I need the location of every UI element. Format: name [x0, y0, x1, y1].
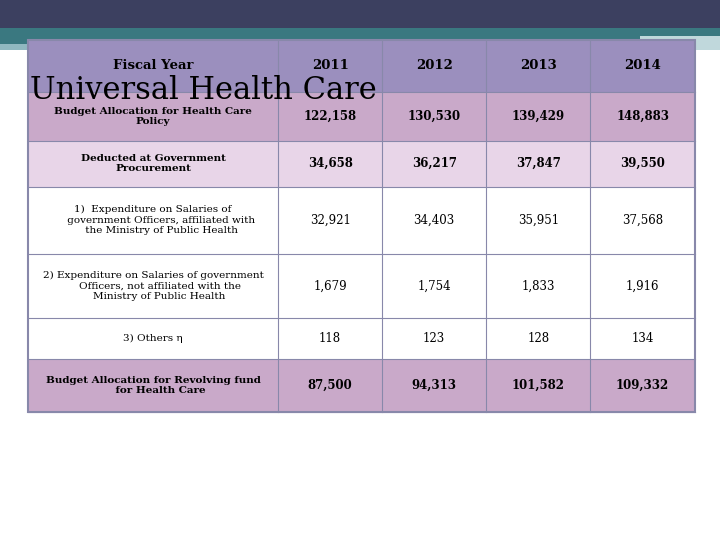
- Text: 1,679: 1,679: [313, 280, 347, 293]
- Text: 2013: 2013: [520, 59, 557, 72]
- Text: 1,833: 1,833: [521, 280, 555, 293]
- Text: Fiscal Year: Fiscal Year: [113, 59, 193, 72]
- Text: 122,158: 122,158: [304, 110, 356, 123]
- Bar: [28, 40, 695, 412]
- Bar: [28, 92, 695, 140]
- Bar: [0, 0, 720, 28]
- Bar: [28, 254, 695, 319]
- Text: Budget Allocation for Revolving fund
    for Health Care: Budget Allocation for Revolving fund for…: [45, 376, 261, 395]
- Text: 123: 123: [423, 332, 446, 345]
- Text: 34,658: 34,658: [307, 157, 353, 170]
- Text: 35,951: 35,951: [518, 214, 559, 227]
- Bar: [0, 44, 720, 50]
- Text: 2011: 2011: [312, 59, 348, 72]
- Text: 148,883: 148,883: [616, 110, 669, 123]
- Text: 1,754: 1,754: [418, 280, 451, 293]
- Bar: [28, 40, 695, 92]
- Bar: [28, 187, 695, 254]
- Text: 139,429: 139,429: [512, 110, 564, 123]
- Text: 109,332: 109,332: [616, 379, 670, 392]
- Text: 130,530: 130,530: [408, 110, 461, 123]
- Text: 2012: 2012: [415, 59, 453, 72]
- Text: 37,568: 37,568: [622, 214, 663, 227]
- Text: 128: 128: [527, 332, 549, 345]
- Text: 134: 134: [631, 332, 654, 345]
- Bar: [0, 28, 720, 44]
- Text: 3) Others η: 3) Others η: [123, 334, 183, 343]
- Bar: [640, 36, 720, 50]
- Text: 94,313: 94,313: [412, 379, 456, 392]
- Text: 2) Expenditure on Salaries of government
    Officers, not affiliated with the
 : 2) Expenditure on Salaries of government…: [42, 271, 264, 301]
- Text: 1)  Expenditure on Salaries of
     government Officers, affiliated with
     th: 1) Expenditure on Salaries of government…: [51, 205, 255, 235]
- Text: 118: 118: [319, 332, 341, 345]
- Text: Budget Allocation for Health Care
Policy: Budget Allocation for Health Care Policy: [54, 106, 252, 126]
- Bar: [28, 359, 695, 412]
- Text: 36,217: 36,217: [412, 157, 456, 170]
- Text: 101,582: 101,582: [512, 379, 564, 392]
- Text: 1,916: 1,916: [626, 280, 660, 293]
- Bar: [420, 40, 620, 42]
- Bar: [28, 319, 695, 359]
- Text: 2014: 2014: [624, 59, 661, 72]
- Text: 34,403: 34,403: [413, 214, 455, 227]
- Bar: [28, 140, 695, 187]
- Text: 39,550: 39,550: [620, 157, 665, 170]
- Text: 87,500: 87,500: [307, 379, 353, 392]
- Text: Universal Health Care: Universal Health Care: [30, 75, 377, 106]
- Text: 32,921: 32,921: [310, 214, 351, 227]
- Text: Deducted at Government
Procurement: Deducted at Government Procurement: [81, 154, 225, 173]
- Text: 37,847: 37,847: [516, 157, 561, 170]
- Bar: [420, 42, 620, 50]
